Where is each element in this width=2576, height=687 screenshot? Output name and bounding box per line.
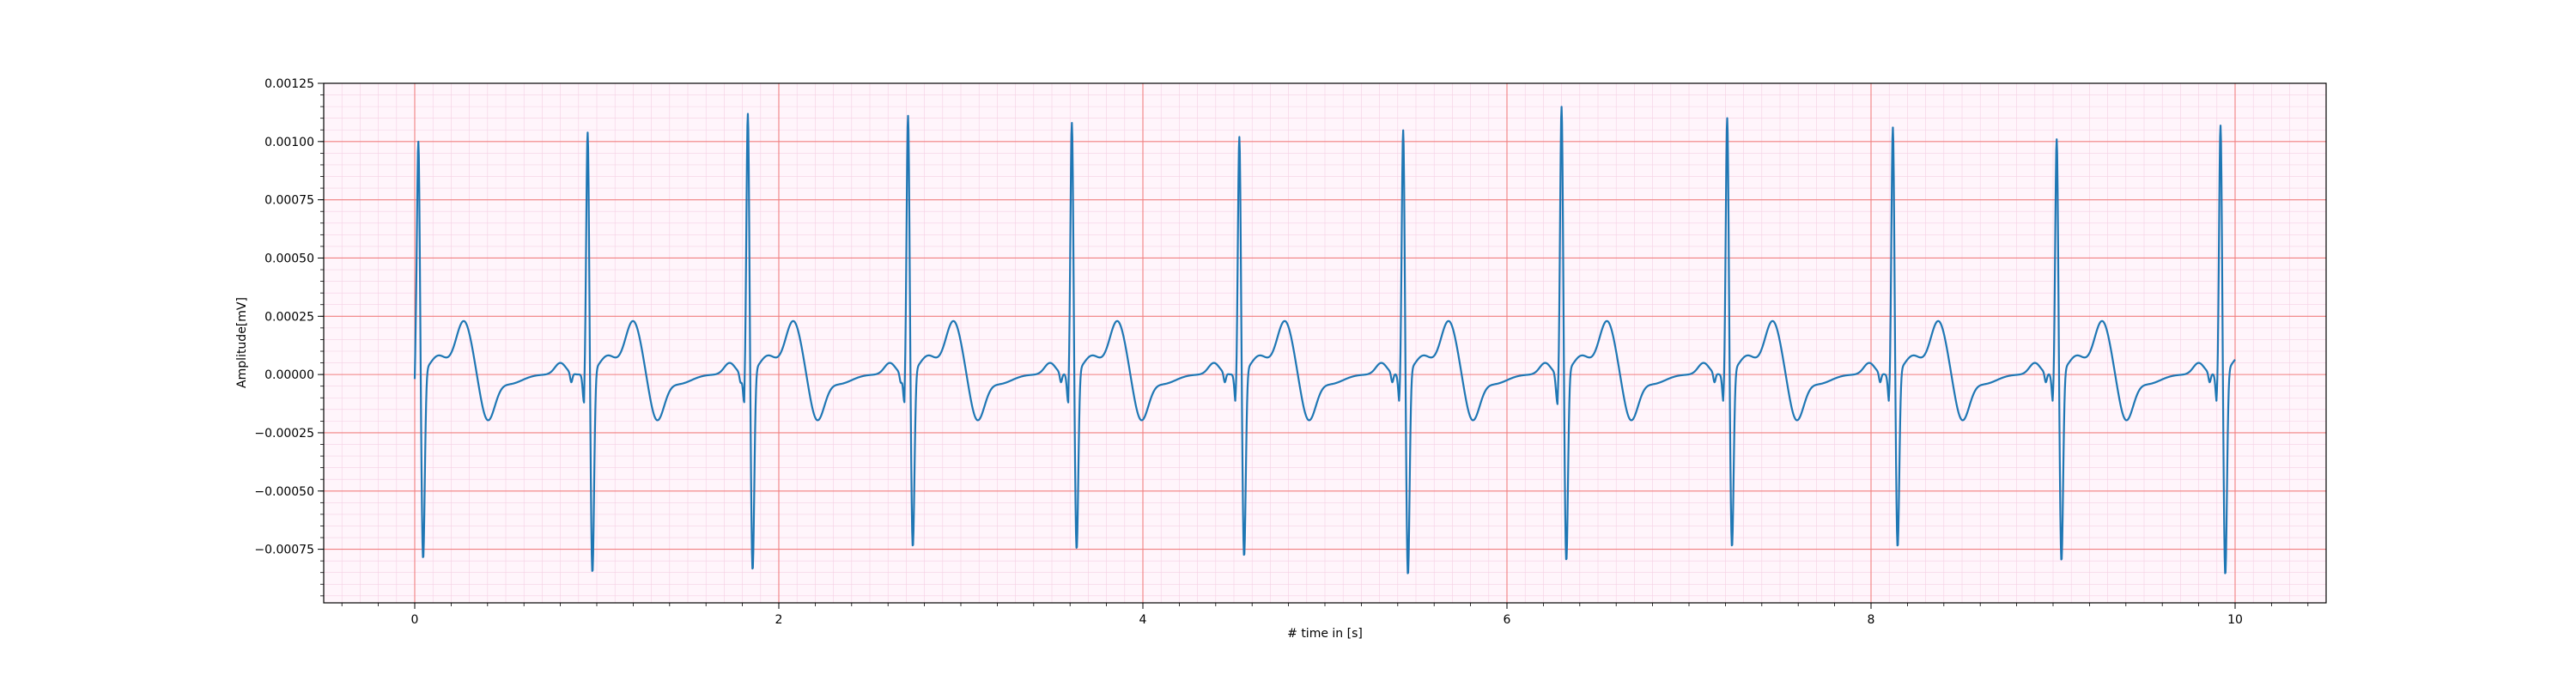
y-tick-label: 0.00125	[264, 77, 314, 91]
y-axis: −0.00075 −0.00050 −0.00025 0.00000 0.00025 0.…	[254, 77, 324, 597]
x-tick-label: 10	[2227, 613, 2243, 627]
x-tick-label: 4	[1139, 613, 1147, 627]
y-tick-label: 0.00000	[264, 368, 314, 382]
x-axis: 0 2 4 6 8 10	[341, 603, 2309, 627]
x-tick-label: 2	[775, 613, 783, 627]
y-tick-label: −0.00050	[254, 485, 314, 499]
y-axis-label: Amplitude[mV]	[235, 297, 249, 388]
x-axis-label: # time in [s]	[1287, 627, 1363, 641]
y-tick-label: −0.00025	[254, 427, 314, 441]
y-tick-label: 0.00075	[264, 194, 314, 208]
x-tick-label: 0	[411, 613, 419, 627]
major-grid	[324, 82, 2326, 603]
x-tick-label: 6	[1504, 613, 1511, 627]
x-tick-label: 8	[1868, 613, 1875, 627]
ecg-signal-line	[413, 106, 2236, 575]
y-tick-label: −0.00075	[254, 544, 314, 557]
y-tick-label: 0.00100	[264, 136, 314, 149]
y-tick-label: 0.00025	[264, 310, 314, 324]
y-tick-label: 0.00050	[264, 252, 314, 265]
